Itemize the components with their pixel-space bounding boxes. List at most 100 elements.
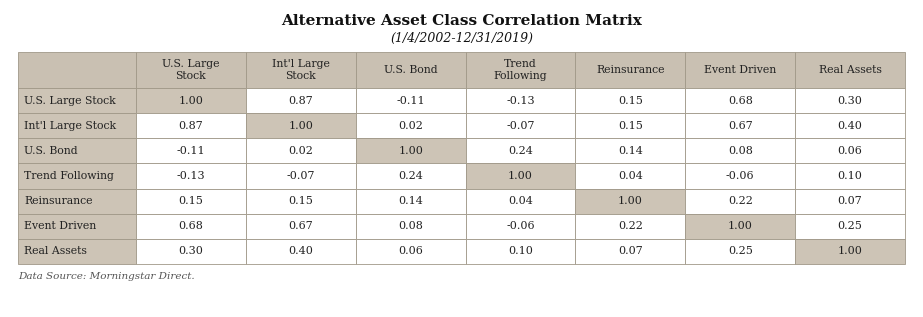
Bar — [575, 239, 685, 264]
Bar — [18, 214, 136, 239]
Text: 0.08: 0.08 — [398, 221, 423, 231]
Bar — [795, 214, 905, 239]
Bar — [465, 189, 575, 214]
Text: Data Source: Morningstar Direct.: Data Source: Morningstar Direct. — [18, 272, 195, 281]
Text: Alternative Asset Class Correlation Matrix: Alternative Asset Class Correlation Matr… — [282, 14, 641, 28]
Bar — [685, 189, 795, 214]
Text: 1.00: 1.00 — [727, 221, 752, 231]
Bar — [575, 113, 685, 138]
Bar — [136, 52, 246, 88]
Text: 0.02: 0.02 — [398, 121, 423, 131]
Text: -0.11: -0.11 — [176, 146, 205, 156]
Text: 0.14: 0.14 — [398, 196, 423, 206]
Text: Event Driven: Event Driven — [704, 65, 776, 75]
Text: U.S. Large
Stock: U.S. Large Stock — [162, 59, 220, 81]
Text: 0.15: 0.15 — [617, 95, 642, 106]
Bar — [795, 239, 905, 264]
Text: 0.07: 0.07 — [618, 246, 642, 256]
Text: -0.06: -0.06 — [506, 221, 534, 231]
Text: 0.02: 0.02 — [288, 146, 313, 156]
Text: 0.07: 0.07 — [838, 196, 862, 206]
Text: 0.30: 0.30 — [178, 246, 203, 256]
Bar — [575, 52, 685, 88]
Bar — [355, 88, 465, 113]
Text: Trend Following: Trend Following — [24, 171, 114, 181]
Bar — [465, 52, 575, 88]
Text: 0.22: 0.22 — [727, 196, 752, 206]
Text: -0.07: -0.07 — [286, 171, 315, 181]
Text: 0.15: 0.15 — [178, 196, 203, 206]
Bar — [465, 214, 575, 239]
Bar — [18, 138, 136, 164]
Bar — [685, 164, 795, 189]
Bar — [18, 189, 136, 214]
Bar — [18, 88, 136, 113]
Text: 0.67: 0.67 — [288, 221, 313, 231]
Bar — [246, 113, 355, 138]
Bar — [136, 239, 246, 264]
Text: 0.40: 0.40 — [288, 246, 313, 256]
Bar — [18, 113, 136, 138]
Bar — [355, 52, 465, 88]
Bar — [136, 88, 246, 113]
Bar — [465, 138, 575, 164]
Text: Real Assets: Real Assets — [819, 65, 881, 75]
Bar — [465, 88, 575, 113]
Bar — [795, 138, 905, 164]
Text: 0.30: 0.30 — [838, 95, 862, 106]
Text: Int'l Large Stock: Int'l Large Stock — [24, 121, 116, 131]
Text: 0.24: 0.24 — [508, 146, 533, 156]
Text: U.S. Large Stock: U.S. Large Stock — [24, 95, 115, 106]
Text: -0.13: -0.13 — [506, 95, 534, 106]
Bar — [465, 164, 575, 189]
Bar — [795, 52, 905, 88]
Text: 1.00: 1.00 — [288, 121, 313, 131]
Text: 1.00: 1.00 — [178, 95, 203, 106]
Bar — [685, 214, 795, 239]
Bar — [575, 189, 685, 214]
Bar — [355, 113, 465, 138]
Bar — [18, 164, 136, 189]
Bar — [355, 214, 465, 239]
Text: 0.68: 0.68 — [178, 221, 203, 231]
Text: 0.04: 0.04 — [508, 196, 533, 206]
Text: 0.87: 0.87 — [288, 95, 313, 106]
Bar — [575, 88, 685, 113]
Text: U.S. Bond: U.S. Bond — [24, 146, 78, 156]
Text: 0.25: 0.25 — [838, 221, 862, 231]
Text: Trend
Following: Trend Following — [494, 59, 547, 81]
Text: 0.68: 0.68 — [727, 95, 752, 106]
Bar — [246, 239, 355, 264]
Bar — [575, 164, 685, 189]
Text: Int'l Large
Stock: Int'l Large Stock — [272, 59, 330, 81]
Text: 0.67: 0.67 — [728, 121, 752, 131]
Text: 0.14: 0.14 — [617, 146, 642, 156]
Text: 1.00: 1.00 — [508, 171, 533, 181]
Bar — [355, 239, 465, 264]
Bar — [18, 239, 136, 264]
Bar — [246, 164, 355, 189]
Text: U.S. Bond: U.S. Bond — [384, 65, 438, 75]
Text: 1.00: 1.00 — [838, 246, 862, 256]
Text: 0.24: 0.24 — [398, 171, 423, 181]
Text: -0.06: -0.06 — [725, 171, 754, 181]
Text: Reinsurance: Reinsurance — [596, 65, 665, 75]
Bar — [685, 113, 795, 138]
Text: (1/4/2002-12/31/2019): (1/4/2002-12/31/2019) — [390, 32, 533, 45]
Text: Event Driven: Event Driven — [24, 221, 96, 231]
Text: 0.04: 0.04 — [617, 171, 642, 181]
Text: 0.15: 0.15 — [617, 121, 642, 131]
Bar — [136, 214, 246, 239]
Bar — [795, 164, 905, 189]
Text: 0.06: 0.06 — [398, 246, 423, 256]
Text: 0.08: 0.08 — [727, 146, 752, 156]
Bar — [246, 138, 355, 164]
Bar — [685, 88, 795, 113]
Text: 1.00: 1.00 — [617, 196, 642, 206]
Bar — [685, 239, 795, 264]
Bar — [795, 88, 905, 113]
Bar — [575, 214, 685, 239]
Bar — [136, 189, 246, 214]
Bar — [465, 239, 575, 264]
Text: 0.87: 0.87 — [178, 121, 203, 131]
